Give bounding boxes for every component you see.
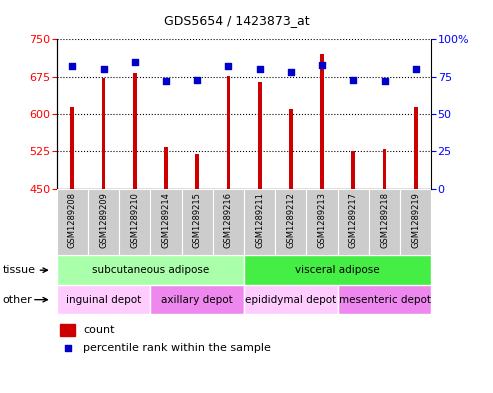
Bar	[244, 255, 431, 285]
Bar	[61, 324, 75, 336]
Text: GSM1289211: GSM1289211	[255, 192, 264, 248]
Point	[412, 66, 420, 72]
Bar	[338, 285, 431, 314]
Text: GSM1289215: GSM1289215	[193, 192, 202, 248]
Text: GSM1289213: GSM1289213	[317, 192, 326, 248]
Point	[287, 69, 295, 75]
Point	[69, 63, 76, 69]
Bar	[383, 149, 387, 189]
Bar	[352, 151, 355, 189]
Bar	[102, 78, 106, 189]
Bar	[213, 189, 244, 255]
Point	[350, 77, 357, 83]
Bar	[150, 285, 244, 314]
Bar	[70, 107, 74, 189]
Point	[100, 66, 107, 72]
Bar	[338, 189, 369, 255]
Bar	[414, 107, 418, 189]
Point	[131, 59, 139, 65]
Text: inguinal depot: inguinal depot	[66, 295, 141, 305]
Bar	[57, 189, 88, 255]
Bar	[320, 54, 324, 189]
Point	[64, 345, 72, 351]
Text: count: count	[83, 325, 114, 335]
Text: GSM1289208: GSM1289208	[68, 192, 77, 248]
Bar	[133, 73, 137, 189]
Text: GSM1289219: GSM1289219	[411, 192, 420, 248]
Text: visceral adipose: visceral adipose	[295, 265, 380, 275]
Bar	[275, 189, 307, 255]
Text: tissue: tissue	[2, 265, 35, 275]
Point	[193, 77, 201, 83]
Text: percentile rank within the sample: percentile rank within the sample	[83, 343, 271, 353]
Bar	[227, 76, 230, 189]
Bar	[57, 285, 150, 314]
Text: subcutaneous adipose: subcutaneous adipose	[92, 265, 209, 275]
Bar	[88, 189, 119, 255]
Bar	[400, 189, 431, 255]
Point	[256, 66, 264, 72]
Text: mesenteric depot: mesenteric depot	[339, 295, 430, 305]
Text: GSM1289214: GSM1289214	[162, 192, 171, 248]
Point	[318, 62, 326, 68]
Text: GSM1289218: GSM1289218	[380, 192, 389, 248]
Text: GSM1289216: GSM1289216	[224, 192, 233, 248]
Text: epididymal depot: epididymal depot	[245, 295, 337, 305]
Bar	[57, 255, 244, 285]
Text: GSM1289212: GSM1289212	[286, 192, 295, 248]
Bar	[244, 189, 275, 255]
Bar	[164, 147, 168, 189]
Point	[162, 78, 170, 84]
Bar	[244, 285, 338, 314]
Text: GSM1289210: GSM1289210	[130, 192, 139, 248]
Bar	[195, 154, 199, 189]
Bar	[289, 109, 293, 189]
Bar	[150, 189, 181, 255]
Text: GSM1289209: GSM1289209	[99, 192, 108, 248]
Point	[224, 63, 232, 69]
Bar	[119, 189, 150, 255]
Bar	[258, 82, 261, 189]
Bar	[369, 189, 400, 255]
Bar	[181, 189, 213, 255]
Point	[381, 78, 388, 84]
Text: other: other	[2, 295, 32, 305]
Bar	[307, 189, 338, 255]
Text: GSM1289217: GSM1289217	[349, 192, 358, 248]
Text: axillary depot: axillary depot	[161, 295, 233, 305]
Text: GDS5654 / 1423873_at: GDS5654 / 1423873_at	[164, 15, 310, 28]
